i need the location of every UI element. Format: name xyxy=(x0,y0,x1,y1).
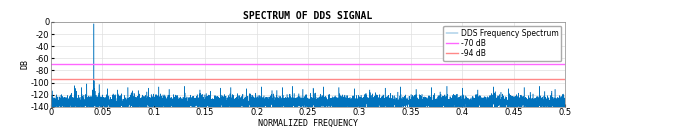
DDS Frequency Spectrum xyxy=(90,23,98,25)
DDS Frequency Spectrum xyxy=(320,103,328,105)
Title: SPECTRUM OF DDS SIGNAL: SPECTRUM OF DDS SIGNAL xyxy=(244,11,372,21)
Legend: DDS Frequency Spectrum, -70 dB, -94 dB: DDS Frequency Spectrum, -70 dB, -94 dB xyxy=(443,26,561,61)
DDS Frequency Spectrum xyxy=(47,102,55,104)
Y-axis label: DB: DB xyxy=(20,59,29,69)
DDS Frequency Spectrum xyxy=(561,102,569,104)
DDS Frequency Spectrum xyxy=(418,100,427,102)
DDS Frequency Spectrum xyxy=(148,115,156,117)
DDS Frequency Spectrum xyxy=(261,101,269,103)
DDS Frequency Spectrum xyxy=(486,101,494,102)
Line: DDS Frequency Spectrum: DDS Frequency Spectrum xyxy=(51,24,565,116)
X-axis label: NORMALIZED FREQUENCY: NORMALIZED FREQUENCY xyxy=(258,119,358,128)
DDS Frequency Spectrum xyxy=(257,105,265,107)
DDS Frequency Spectrum xyxy=(201,97,209,99)
